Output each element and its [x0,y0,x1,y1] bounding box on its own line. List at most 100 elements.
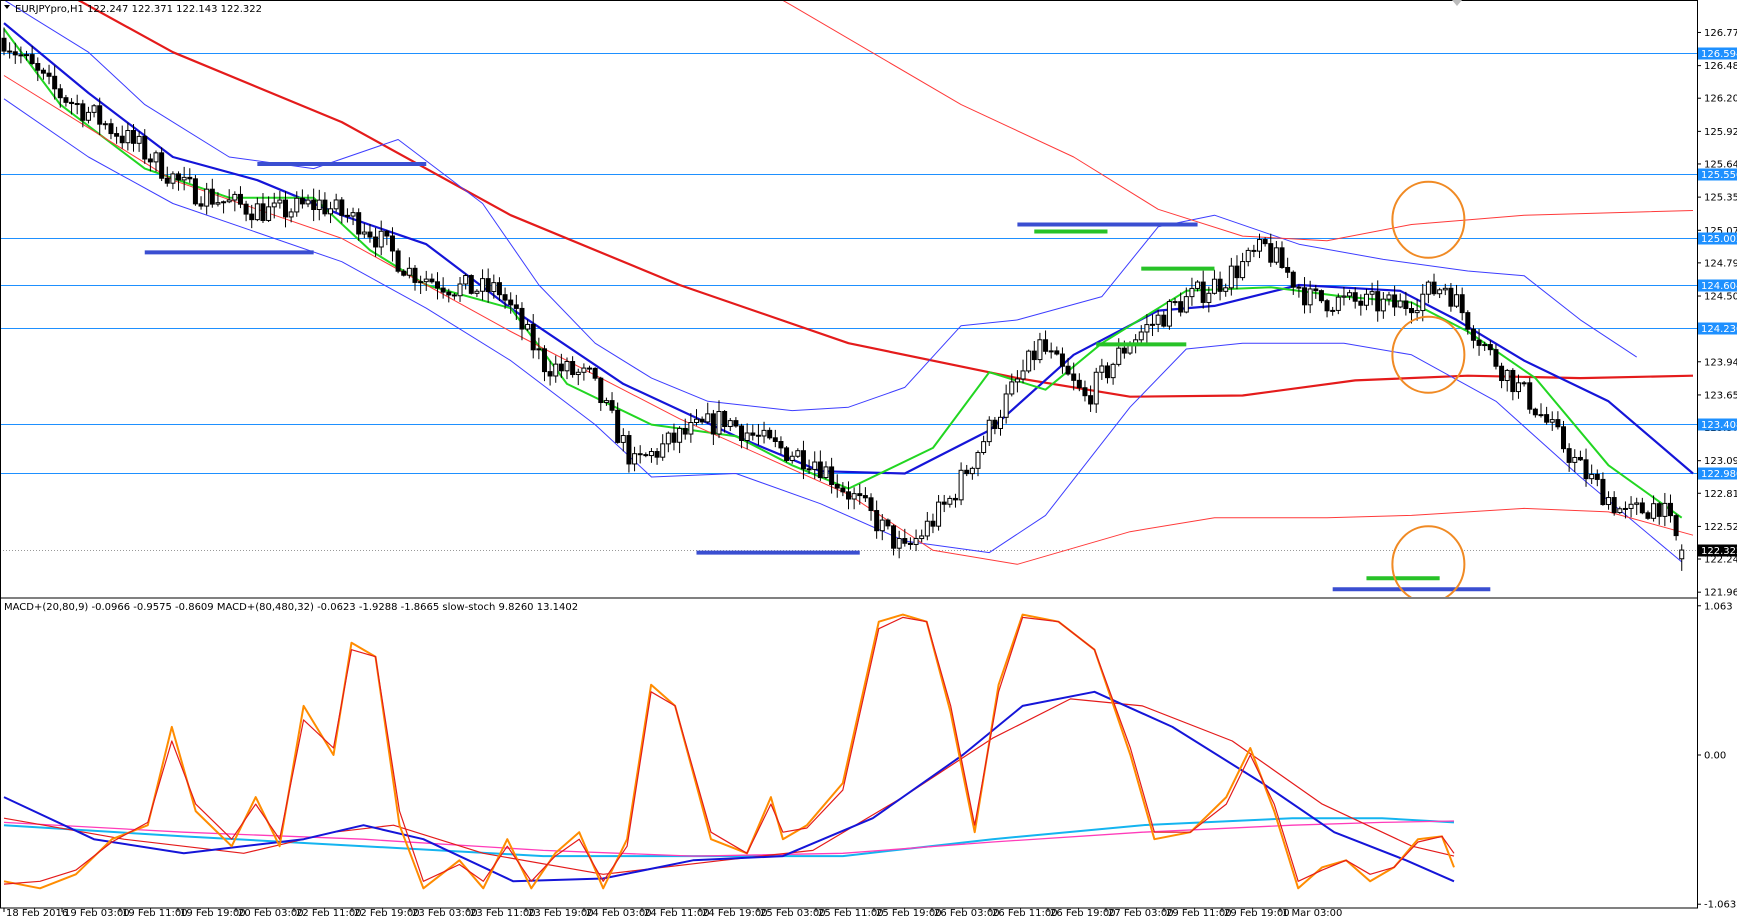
candle[interactable] [91,104,97,118]
candle[interactable] [1594,469,1600,487]
candle[interactable] [176,171,182,191]
candle[interactable] [35,57,41,82]
candle[interactable] [305,194,311,208]
candle[interactable] [204,182,210,215]
candle[interactable] [401,269,407,277]
candle[interactable] [553,355,559,383]
candle[interactable] [1054,346,1060,356]
candle[interactable] [823,461,829,480]
candle[interactable] [981,435,987,455]
candle[interactable] [1555,411,1561,430]
candle[interactable] [389,227,395,262]
candle[interactable] [1448,282,1454,312]
candle[interactable] [1161,311,1167,328]
candle[interactable] [85,106,91,124]
candle[interactable] [1583,448,1589,487]
candle[interactable] [1465,310,1471,335]
candle[interactable] [744,423,750,450]
candle[interactable] [406,257,412,279]
candle[interactable] [1082,380,1088,402]
candle[interactable] [812,451,818,479]
candle[interactable] [1172,298,1178,306]
candle[interactable] [283,191,288,228]
candle[interactable] [693,409,699,426]
candle[interactable] [97,97,103,136]
candle[interactable] [665,431,671,453]
candle[interactable] [12,42,18,64]
candle[interactable] [249,204,255,229]
candle[interactable] [755,423,761,446]
candle[interactable] [102,120,108,130]
candle[interactable] [1425,280,1431,304]
candle[interactable] [468,274,474,295]
candle[interactable] [637,445,643,464]
candle[interactable] [913,529,919,552]
candle[interactable] [266,196,272,223]
candle[interactable] [271,192,277,219]
candle[interactable] [1234,255,1240,290]
candle[interactable] [1014,370,1020,393]
candle[interactable] [598,376,604,411]
candle[interactable] [626,430,632,473]
candle[interactable] [1037,332,1043,364]
candle[interactable] [181,166,187,191]
candle[interactable] [1409,301,1414,324]
candle[interactable] [136,131,142,152]
candle[interactable] [1273,241,1279,265]
candle[interactable] [170,171,176,190]
candle[interactable] [1223,283,1229,297]
candle[interactable] [1302,277,1308,314]
candle[interactable] [1245,247,1251,267]
candle[interactable] [525,319,531,332]
candle[interactable] [1628,496,1634,518]
candle[interactable] [1566,443,1572,472]
candle[interactable] [1561,420,1567,453]
collapse-triangle-icon[interactable] [4,5,10,9]
candle[interactable] [1071,362,1077,391]
candle[interactable] [705,402,711,424]
candle[interactable] [350,207,356,226]
candle[interactable] [1572,449,1578,473]
candle[interactable] [114,126,120,144]
candle[interactable] [1392,285,1398,316]
candle[interactable] [1020,359,1026,384]
candle[interactable] [710,409,716,446]
candle[interactable] [496,277,502,302]
candle[interactable] [361,223,367,239]
candle[interactable] [1251,244,1257,258]
candle[interactable] [1442,283,1448,296]
candle[interactable] [767,427,773,440]
candle[interactable] [1330,306,1336,316]
highlight-circle-10[interactable] [1391,315,1466,394]
candle[interactable] [654,448,660,465]
candle[interactable] [1318,289,1324,304]
candle[interactable] [716,400,722,439]
candle[interactable] [1031,341,1037,371]
candle[interactable] [1420,284,1426,322]
candle[interactable] [367,223,373,243]
candle[interactable] [1380,292,1386,319]
candle[interactable] [874,500,880,539]
candle[interactable] [587,365,593,373]
candle[interactable] [564,357,570,380]
candle[interactable] [1138,325,1144,346]
candle[interactable] [1437,287,1443,299]
candle[interactable] [1228,257,1234,296]
candle[interactable] [69,98,75,115]
candle[interactable] [80,99,86,128]
candle[interactable] [1268,233,1274,267]
candle[interactable] [277,190,283,209]
candle[interactable] [840,482,846,497]
candle[interactable] [699,416,705,425]
candle[interactable] [40,67,46,80]
candle[interactable] [18,46,24,64]
candle[interactable] [294,191,300,217]
candle[interactable] [215,192,221,207]
candle[interactable] [1178,292,1184,317]
candle[interactable] [969,466,975,480]
candle[interactable] [952,493,958,508]
candle[interactable] [1166,299,1172,330]
candle[interactable] [1296,284,1302,298]
candle[interactable] [1048,342,1054,359]
indicator-pane[interactable] [3,613,1455,890]
